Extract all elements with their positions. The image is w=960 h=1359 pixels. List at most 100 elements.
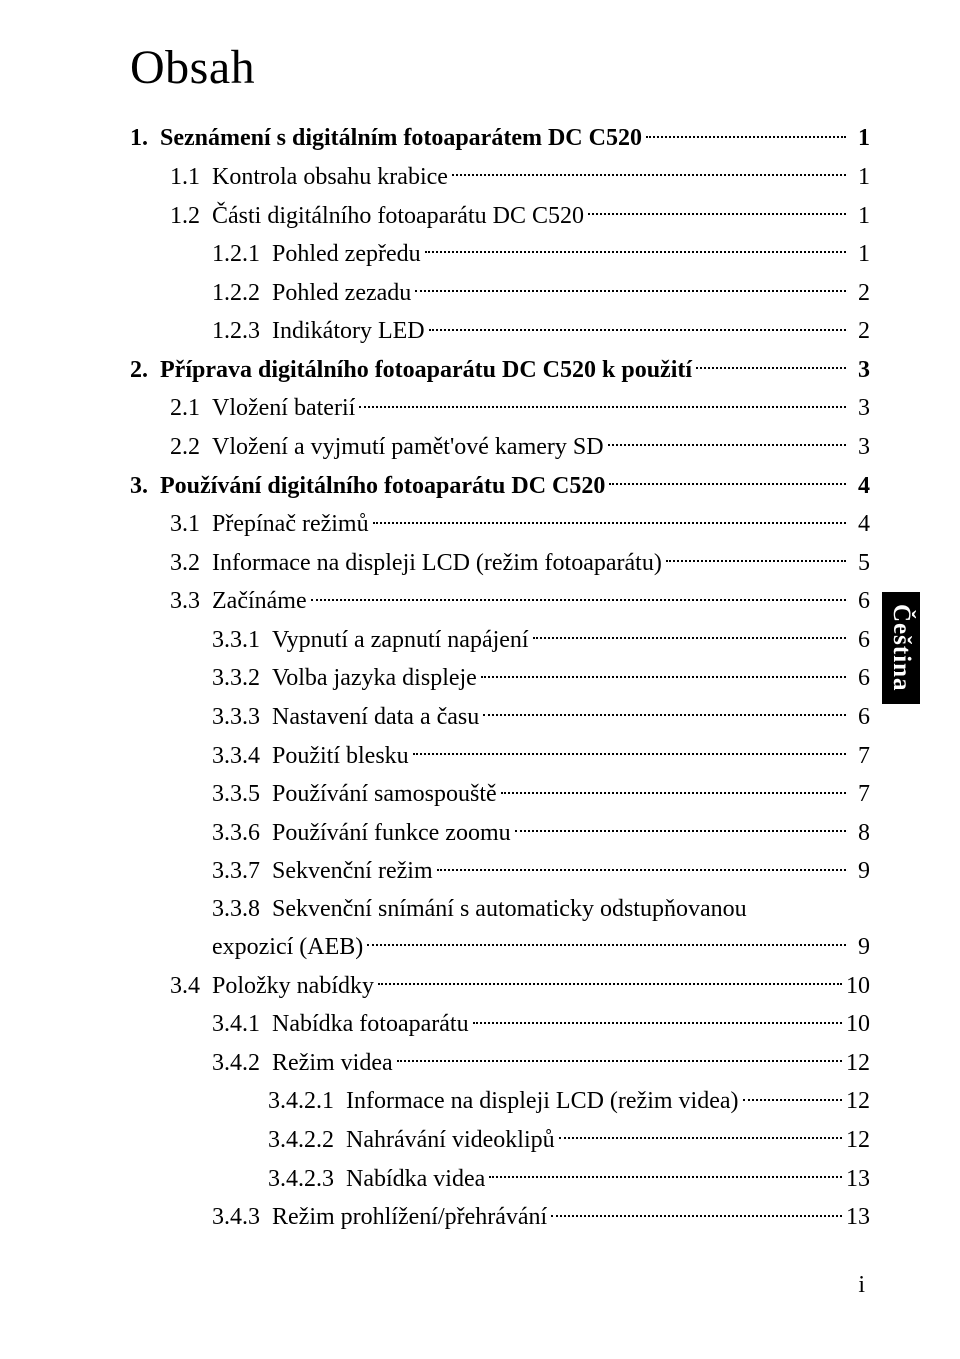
toc-leader: [473, 1005, 842, 1031]
toc-text: Použití blesku: [272, 738, 409, 775]
toc-page: 3: [850, 352, 870, 389]
toc-text: Nastavení data a času: [272, 699, 479, 736]
toc-page: 6: [850, 622, 870, 659]
toc-entry: 2.2 Vložení a vyjmutí pamět'ové kamery SD…: [170, 428, 870, 467]
toc-page: 7: [850, 776, 870, 813]
toc-text: Začínáme: [212, 583, 307, 620]
toc-text: Nabídka videa: [346, 1161, 485, 1198]
toc-page: 7: [850, 738, 870, 775]
toc-page: 2: [850, 313, 870, 350]
toc-entry: 3.4.3 Režim prohlížení/přehrávání 13: [212, 1198, 870, 1237]
toc-entry: 3.2 Informace na displeji LCD (režim foto…: [170, 543, 870, 582]
toc-number: 3.4.2: [212, 1045, 260, 1082]
toc-page: 6: [850, 660, 870, 697]
toc-page: 10: [846, 1006, 870, 1043]
toc-number: 2.: [130, 352, 148, 389]
toc-leader: [367, 928, 846, 954]
toc-number: 3.3: [170, 583, 200, 620]
toc-number: 1.: [130, 120, 148, 157]
toc-text: Indikátory LED: [272, 313, 425, 350]
toc-text: Informace na displeji LCD (režim fotoapa…: [212, 545, 662, 582]
toc-text: Používání funkce zoomu: [272, 815, 511, 852]
toc-text: Vypnutí a zapnutí napájení: [272, 622, 529, 659]
toc-leader: [696, 350, 846, 376]
toc-number: 2.2: [170, 429, 200, 466]
toc-number: 3.3.8: [212, 891, 260, 928]
toc-entry: 3.4.1 Nabídka fotoaparátu 10: [212, 1005, 870, 1044]
toc-number: 1.2.1: [212, 236, 260, 273]
toc-number: 1.2: [170, 198, 200, 235]
toc-entry: 1.2.1 Pohled zepředu 1: [212, 235, 870, 274]
toc-entry: 3.1Přepínač režimů4: [170, 505, 870, 544]
toc-entry: 2.1Vložení baterií3: [170, 389, 870, 428]
toc-leader: [311, 582, 846, 608]
toc-number: 3.4.2.1: [268, 1083, 334, 1120]
toc-leader: [373, 505, 846, 531]
toc-leader: [397, 1043, 842, 1069]
toc-page: 9: [850, 929, 870, 966]
toc-text: Vložení a vyjmutí pamět'ové kamery SD: [212, 429, 604, 466]
toc-page: 4: [850, 506, 870, 543]
toc-number: 1.2.3: [212, 313, 260, 350]
toc-number: 3.1: [170, 506, 200, 543]
toc-entry: 3.4.2.2Nahrávání videoklipů12: [268, 1121, 870, 1160]
toc-text: Sekvenční snímání s automaticky odstupňo…: [272, 891, 747, 928]
toc-number: 3.3.5: [212, 776, 260, 813]
toc-page: 1: [850, 198, 870, 235]
toc-page: 5: [850, 545, 870, 582]
toc-number: 3.4.3: [212, 1199, 260, 1236]
toc-leader: [743, 1082, 842, 1108]
toc-text: Položky nabídky: [212, 968, 374, 1005]
toc-number: 3.4.2.3: [268, 1161, 334, 1198]
toc-text: Režim videa: [272, 1045, 393, 1082]
toc-leader: [452, 158, 846, 184]
toc-text: Pohled zepředu: [272, 236, 421, 273]
toc-text: Pohled zezadu: [272, 275, 411, 312]
toc-entry: 3.3Začínáme6: [170, 582, 870, 621]
toc-number: 3.: [130, 468, 148, 505]
toc-entry: 3.3.7Sekvenční režim9: [212, 852, 870, 891]
toc-page: 9: [850, 853, 870, 890]
toc-entry: 3.Používání digitálního fotoaparátu DC C…: [130, 466, 870, 505]
toc-leader: [588, 196, 846, 222]
toc-text: Sekvenční režim: [272, 853, 433, 890]
toc-number: 1.1: [170, 159, 200, 196]
toc-entry: 3.4.2 Režim videa 12: [212, 1043, 870, 1082]
toc-text: expozicí (AEB): [212, 929, 363, 966]
toc-text: Části digitálního fotoaparátu DC C520: [212, 198, 584, 235]
toc-page: 1: [850, 236, 870, 273]
toc-entry: 3.3.1Vypnutí a zapnutí napájení6: [212, 621, 870, 660]
toc-entry: 1.Seznámení s digitálním fotoaparátem DC…: [130, 119, 870, 158]
toc-entry: 3.3.8 Sekvenční snímání s automaticky ods…: [212, 891, 870, 928]
toc-leader: [415, 273, 846, 299]
toc-text: Používání samospouště: [272, 776, 497, 813]
toc-entry: 3.3.6Používání funkce zoomu8: [212, 813, 870, 852]
toc-text: Nahrávání videoklipů: [346, 1122, 555, 1159]
toc-page: 12: [846, 1045, 870, 1082]
toc-text: Režim prohlížení/přehrávání: [272, 1199, 547, 1236]
toc-entry: 1.2 Části digitálního fotoaparátu DC C520…: [170, 196, 870, 235]
toc-text: Nabídka fotoaparátu: [272, 1006, 469, 1043]
toc-number: 1.2.2: [212, 275, 260, 312]
toc-page: 13: [846, 1161, 870, 1198]
toc-number: 3.4.1: [212, 1006, 260, 1043]
toc-leader: [609, 466, 846, 492]
toc-page: 10: [846, 968, 870, 1005]
toc-leader: [425, 235, 846, 261]
toc-text: Kontrola obsahu krabice: [212, 159, 448, 196]
toc-entry: 1.2.3 Indikátory LED 2: [212, 312, 870, 351]
page-title: Obsah: [130, 40, 870, 95]
toc-leader: [429, 312, 846, 338]
toc-leader: [646, 119, 846, 145]
toc-number: 3.3.2: [212, 660, 260, 697]
toc-entry: 2.Příprava digitálního fotoaparátu DC C5…: [130, 350, 870, 389]
toc-leader: [666, 543, 846, 569]
toc-leader: [481, 659, 846, 685]
toc-page: 2: [850, 275, 870, 312]
toc-text: Volba jazyka displeje: [272, 660, 477, 697]
toc-number: 3.3.6: [212, 815, 260, 852]
toc-page: 13: [846, 1199, 870, 1236]
toc-number: 3.2: [170, 545, 200, 582]
toc-entry: 3.4.2.3 Nabídka videa 13: [268, 1159, 870, 1198]
toc-leader: [559, 1121, 842, 1147]
